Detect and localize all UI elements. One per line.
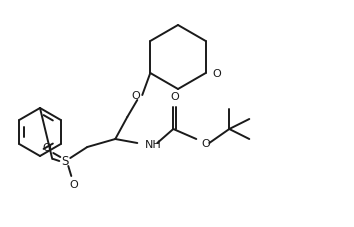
Text: O: O: [131, 91, 140, 101]
Text: O: O: [69, 179, 78, 189]
Text: O: O: [201, 138, 210, 148]
Text: O: O: [42, 142, 51, 152]
Text: NH: NH: [145, 139, 162, 149]
Text: S: S: [62, 155, 69, 168]
Text: O: O: [213, 69, 222, 79]
Text: O: O: [170, 92, 179, 101]
